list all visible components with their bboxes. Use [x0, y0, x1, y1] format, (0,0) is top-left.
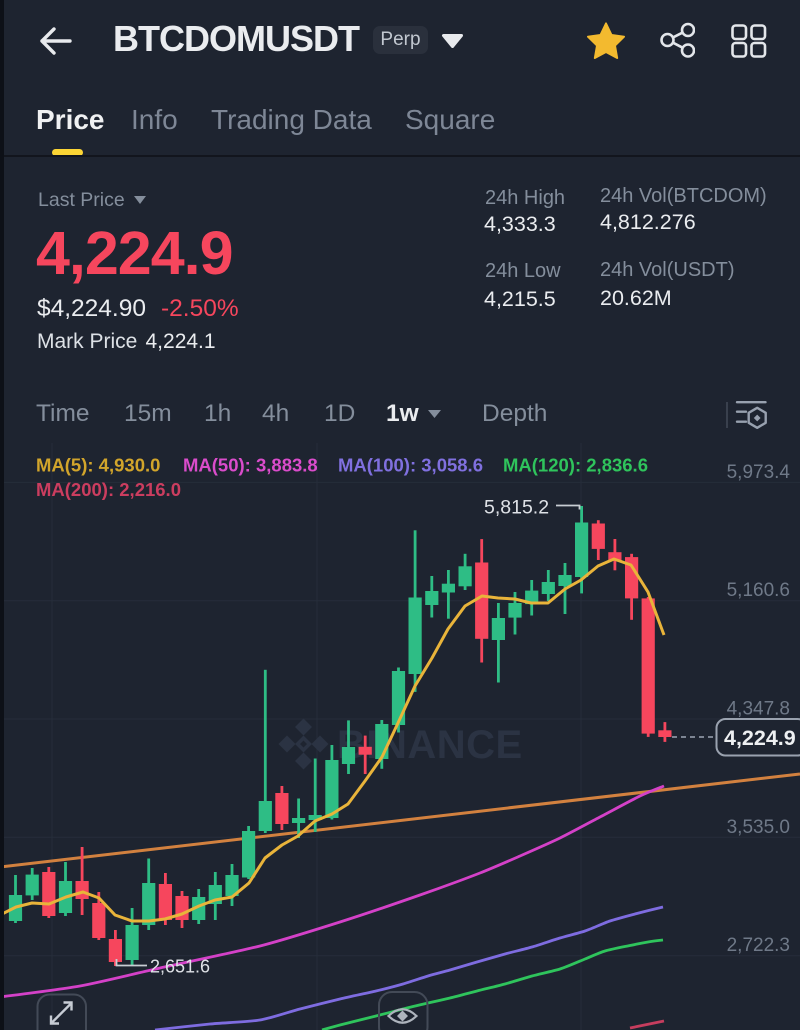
svg-text:MA(200): 2,216.0: MA(200): 2,216.0 [36, 479, 181, 500]
svg-text:MA(120): 2,836.6: MA(120): 2,836.6 [503, 455, 648, 476]
svg-text:5,973.4: 5,973.4 [727, 462, 791, 483]
svg-text:BINANCE: BINANCE [337, 723, 523, 767]
svg-text:4,347.8: 4,347.8 [727, 699, 790, 720]
svg-text:3,535.0: 3,535.0 [727, 817, 790, 838]
svg-text:5,815.2: 5,815.2 [484, 497, 549, 519]
svg-text:2,651.6: 2,651.6 [150, 957, 210, 977]
svg-text:MA(100): 3,058.6: MA(100): 3,058.6 [338, 455, 483, 476]
svg-text:MA(5): 4,930.0: MA(5): 4,930.0 [36, 455, 160, 476]
svg-text:2,722.3: 2,722.3 [727, 935, 790, 956]
svg-text:MA(50): 3,883.8: MA(50): 3,883.8 [183, 455, 318, 476]
svg-text:5,160.6: 5,160.6 [727, 580, 790, 601]
svg-text:4,224.9: 4,224.9 [724, 726, 796, 750]
